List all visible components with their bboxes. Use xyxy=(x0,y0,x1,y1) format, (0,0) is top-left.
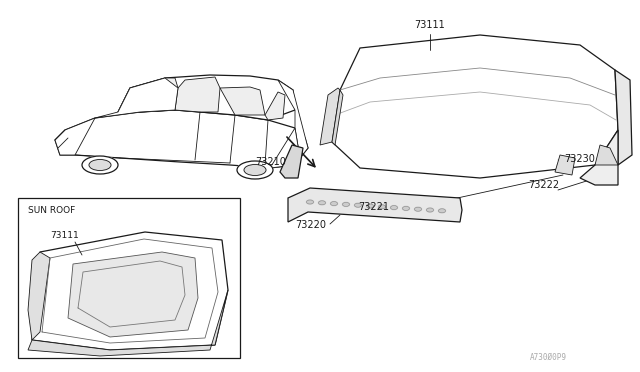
Polygon shape xyxy=(220,87,265,115)
Ellipse shape xyxy=(244,164,266,176)
Text: A730Ø0P9: A730Ø0P9 xyxy=(530,353,567,362)
Polygon shape xyxy=(32,232,228,350)
Polygon shape xyxy=(332,90,343,145)
Polygon shape xyxy=(580,130,618,185)
Text: 73230: 73230 xyxy=(564,154,595,164)
Polygon shape xyxy=(288,188,462,222)
Text: 73220: 73220 xyxy=(295,220,326,230)
Polygon shape xyxy=(555,155,575,175)
Polygon shape xyxy=(332,35,618,178)
Ellipse shape xyxy=(319,201,326,205)
Ellipse shape xyxy=(378,205,385,209)
Polygon shape xyxy=(320,88,340,145)
Polygon shape xyxy=(55,118,95,155)
Ellipse shape xyxy=(438,209,445,213)
Ellipse shape xyxy=(390,206,397,209)
Text: 73221: 73221 xyxy=(358,202,389,212)
Polygon shape xyxy=(118,75,295,120)
Ellipse shape xyxy=(89,160,111,170)
Polygon shape xyxy=(28,290,228,356)
Polygon shape xyxy=(270,128,300,168)
Polygon shape xyxy=(265,92,285,120)
Ellipse shape xyxy=(330,202,337,206)
Polygon shape xyxy=(68,252,198,337)
Text: SUN ROOF: SUN ROOF xyxy=(28,206,76,215)
Polygon shape xyxy=(175,77,220,112)
Text: 73222: 73222 xyxy=(528,180,559,190)
Bar xyxy=(18,198,240,358)
Text: 73210: 73210 xyxy=(255,157,286,167)
Polygon shape xyxy=(95,78,178,118)
Text: 73111: 73111 xyxy=(50,231,79,240)
Polygon shape xyxy=(615,70,632,165)
Polygon shape xyxy=(278,80,308,158)
Ellipse shape xyxy=(367,204,374,208)
Ellipse shape xyxy=(355,203,362,207)
Polygon shape xyxy=(595,145,618,165)
Text: 73111: 73111 xyxy=(415,20,445,30)
Polygon shape xyxy=(118,78,178,112)
Ellipse shape xyxy=(82,156,118,174)
Ellipse shape xyxy=(403,206,410,211)
Ellipse shape xyxy=(415,207,422,211)
Polygon shape xyxy=(55,110,308,168)
Ellipse shape xyxy=(237,161,273,179)
Ellipse shape xyxy=(342,202,349,206)
Ellipse shape xyxy=(426,208,433,212)
Polygon shape xyxy=(280,145,303,178)
Polygon shape xyxy=(28,252,50,340)
Ellipse shape xyxy=(307,200,314,204)
